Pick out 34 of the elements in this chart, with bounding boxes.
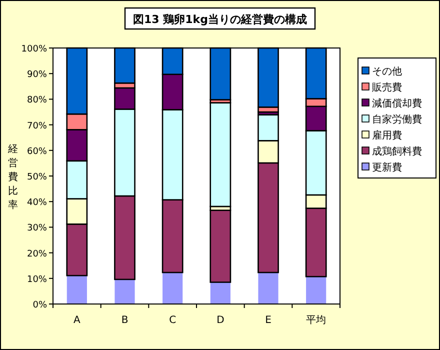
y-tick-label: 30% (26, 224, 48, 234)
legend-label: 更新費 (372, 162, 402, 174)
y-axis-title: 経営費比率 (7, 144, 18, 211)
y-tick-label: 70% (26, 121, 48, 132)
y-tick-label: 90% (26, 70, 48, 80)
legend-label: 販売費 (372, 82, 402, 94)
legend-label: 自家労働費 (372, 114, 422, 126)
x-tick-label: 平均 (306, 314, 326, 326)
bar (210, 282, 230, 304)
y-tick-label: 80% (26, 96, 48, 106)
x-tick-label: C (169, 315, 176, 326)
bar (162, 272, 183, 304)
y-tick-label: 0% (32, 300, 48, 310)
legend-label: 雇用費 (372, 130, 402, 142)
bar (306, 276, 326, 304)
bar (210, 210, 232, 283)
y-tick-label: 50% (26, 172, 48, 182)
bar (66, 276, 87, 304)
y-tick-label: 60% (26, 146, 48, 157)
y-tick-label: 40% (26, 198, 48, 208)
chart-title: 図13 鶏卵1kg当りの経営費の構成 (133, 13, 307, 26)
x-tick-label: D (216, 315, 225, 326)
y-tick-label: 20% (26, 249, 48, 260)
bar (258, 272, 278, 304)
bar (114, 279, 135, 304)
legend-label: 成鶏飼料費 (372, 146, 422, 158)
bar (210, 102, 232, 208)
x-tick-label: E (265, 315, 272, 326)
x-tick-label: B (121, 315, 128, 326)
legend-label: その他 (372, 66, 402, 78)
y-tick-label: 100% (21, 44, 48, 54)
legend-label: 減価償却費 (372, 98, 422, 110)
y-tick-label: 10% (26, 274, 48, 285)
x-tick-label: A (73, 315, 80, 326)
